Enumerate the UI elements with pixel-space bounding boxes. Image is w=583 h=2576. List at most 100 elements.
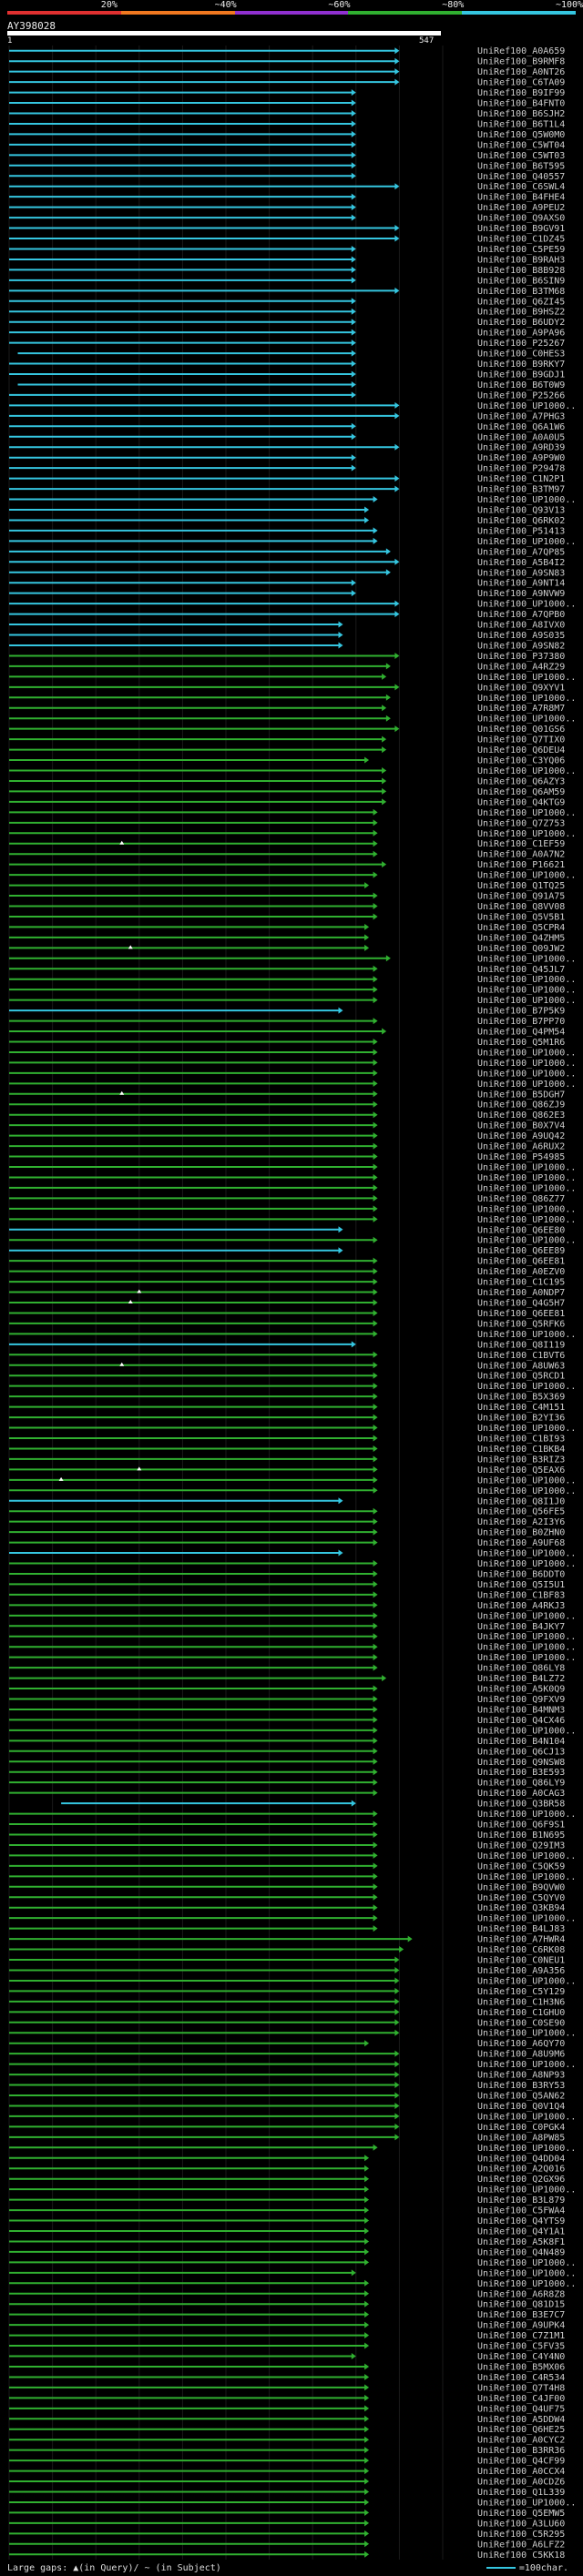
hit-label[interactable]: UniRef100_P51413 xyxy=(477,526,565,536)
hit-label[interactable]: UniRef100_UP1000.. xyxy=(477,1215,576,1225)
hit-label[interactable]: UniRef100_A9SN83 xyxy=(477,568,565,578)
hit-label[interactable]: UniRef100_A4RKJ3 xyxy=(477,1601,565,1611)
hit-label[interactable]: UniRef100_P25266 xyxy=(477,390,565,401)
hit-label[interactable]: UniRef100_A9P9W0 xyxy=(477,453,565,463)
hit-label[interactable]: UniRef100_A9PA96 xyxy=(477,329,565,339)
hit-label[interactable]: UniRef100_A9A356 xyxy=(477,1966,565,1976)
hit-label[interactable]: UniRef100_Q4UF75 xyxy=(477,2404,565,2414)
hit-label[interactable]: UniRef100_UP1000.. xyxy=(477,2279,576,2289)
hit-label[interactable]: UniRef100_Q93V13 xyxy=(477,505,565,515)
hit-label[interactable]: UniRef100_Q862E3 xyxy=(477,1111,565,1121)
hit-label[interactable]: UniRef100_B3E593 xyxy=(477,1768,565,1778)
hit-label[interactable]: UniRef100_C5Y129 xyxy=(477,1987,565,1997)
hit-label[interactable]: UniRef100_Q86LY9 xyxy=(477,1779,565,1789)
hit-label[interactable]: UniRef100_UP1000.. xyxy=(477,401,576,411)
hit-label[interactable]: UniRef100_Q4Y1A1 xyxy=(477,2226,565,2236)
hit-label[interactable]: UniRef100_Q8I119 xyxy=(477,1340,565,1350)
hit-label[interactable]: UniRef100_A5DDW4 xyxy=(477,2415,565,2425)
hit-label[interactable]: UniRef100_Q6A1W6 xyxy=(477,422,565,432)
hit-label[interactable]: UniRef100_UP1000.. xyxy=(477,1424,576,1434)
hit-label[interactable]: UniRef100_A5K8F1 xyxy=(477,2237,565,2247)
hit-label[interactable]: UniRef100_UP1000.. xyxy=(477,1382,576,1392)
hit-label[interactable]: UniRef100_P16621 xyxy=(477,860,565,870)
hit-label[interactable]: UniRef100_Q7TIX0 xyxy=(477,735,565,745)
hit-label[interactable]: UniRef100_Q4ZHM5 xyxy=(477,933,565,943)
hit-label[interactable]: UniRef100_UP1000.. xyxy=(477,1810,576,1820)
hit-label[interactable]: UniRef100_B5X369 xyxy=(477,1393,565,1403)
hit-label[interactable]: UniRef100_Q6F9S1 xyxy=(477,1820,565,1831)
hit-label[interactable]: UniRef100_A8U9M6 xyxy=(477,2050,565,2060)
hit-label[interactable]: UniRef100_B4LJ83 xyxy=(477,1924,565,1934)
hit-label[interactable]: UniRef100_C4JF00 xyxy=(477,2394,565,2404)
hit-label[interactable]: UniRef100_C1N2P1 xyxy=(477,474,565,484)
hit-label[interactable]: UniRef100_B5DGH7 xyxy=(477,1090,565,1100)
hit-label[interactable]: UniRef100_P54985 xyxy=(477,1152,565,1162)
hit-label[interactable]: UniRef100_UP1000.. xyxy=(477,1643,576,1653)
hit-label[interactable]: UniRef100_C6SWL4 xyxy=(477,182,565,192)
hit-label[interactable]: UniRef100_A7HWR4 xyxy=(477,1935,565,1945)
hit-label[interactable]: UniRef100_A9NT14 xyxy=(477,579,565,589)
hit-label[interactable]: UniRef100_Q09JW2 xyxy=(477,944,565,954)
hit-label[interactable]: UniRef100_B0X7V4 xyxy=(477,1121,565,1131)
hit-label[interactable]: UniRef100_B8B928 xyxy=(477,266,565,276)
hit-label[interactable]: UniRef100_B3E7C7 xyxy=(477,2310,565,2320)
hit-label[interactable]: UniRef100_C7Z1M1 xyxy=(477,2331,565,2341)
hit-label[interactable]: UniRef100_C5QK59 xyxy=(477,1861,565,1871)
hit-label[interactable]: UniRef100_B3TM68 xyxy=(477,287,565,297)
hit-label[interactable]: UniRef100_A0NDP7 xyxy=(477,1288,565,1298)
hit-label[interactable]: UniRef100_A0CAG3 xyxy=(477,1789,565,1799)
hit-label[interactable]: UniRef100_C1BVT6 xyxy=(477,1351,565,1361)
hit-label[interactable]: UniRef100_C0SE90 xyxy=(477,2018,565,2028)
hit-label[interactable]: UniRef100_A2Q016 xyxy=(477,2165,565,2175)
hit-label[interactable]: UniRef100_Q5I5U1 xyxy=(477,1580,565,1590)
hit-label[interactable]: UniRef100_A8IVX0 xyxy=(477,621,565,631)
hit-label[interactable]: UniRef100_B5MX06 xyxy=(477,2362,565,2372)
hit-label[interactable]: UniRef100_B9RKY7 xyxy=(477,360,565,370)
hit-label[interactable]: UniRef100_Q4G5H7 xyxy=(477,1299,565,1309)
hit-label[interactable]: UniRef100_Q7T4H8 xyxy=(477,2383,565,2393)
hit-label[interactable]: UniRef100_C1GHU0 xyxy=(477,2008,565,2018)
hit-label[interactable]: UniRef100_UP1000.. xyxy=(477,766,576,776)
hit-label[interactable]: UniRef100_A9UPK4 xyxy=(477,2321,565,2331)
hit-label[interactable]: UniRef100_UP1000.. xyxy=(477,2186,576,2196)
hit-label[interactable]: UniRef100_A0CYC2 xyxy=(477,2436,565,2446)
hit-label[interactable]: UniRef100_UP1000.. xyxy=(477,1653,576,1663)
hit-label[interactable]: UniRef100_C3YQ06 xyxy=(477,756,565,766)
hit-label[interactable]: UniRef100_Q5M1R6 xyxy=(477,1038,565,1048)
hit-label[interactable]: UniRef100_Q0V1Q4 xyxy=(477,2102,565,2112)
hit-label[interactable]: UniRef100_UP1000.. xyxy=(477,1080,576,1090)
hit-label[interactable]: UniRef100_Q4PM54 xyxy=(477,1028,565,1038)
hit-label[interactable]: UniRef100_C4Y4N0 xyxy=(477,2352,565,2362)
hit-label[interactable]: UniRef100_C1BI93 xyxy=(477,1434,565,1444)
hit-label[interactable]: UniRef100_A7QP85 xyxy=(477,547,565,557)
hit-label[interactable]: UniRef100_B3RR36 xyxy=(477,2446,565,2456)
hit-label[interactable]: UniRef100_UP1000.. xyxy=(477,871,576,881)
hit-label[interactable]: UniRef100_UP1000.. xyxy=(477,537,576,547)
hit-label[interactable]: UniRef100_Q6EE81 xyxy=(477,1257,565,1267)
hit-label[interactable]: UniRef100_UP1000.. xyxy=(477,808,576,818)
hit-label[interactable]: UniRef100_UP1000.. xyxy=(477,1632,576,1642)
hit-label[interactable]: UniRef100_UP1000.. xyxy=(477,2112,576,2122)
hit-label[interactable]: UniRef100_Q29IM3 xyxy=(477,1841,565,1851)
hit-label[interactable]: UniRef100_UP1000.. xyxy=(477,1059,576,1069)
hit-label[interactable]: UniRef100_Q91A75 xyxy=(477,892,565,902)
hit-label[interactable]: UniRef100_UP1000.. xyxy=(477,1976,576,1986)
hit-label[interactable]: UniRef100_Q4N489 xyxy=(477,2247,565,2257)
hit-label[interactable]: UniRef100_UP1000.. xyxy=(477,2144,576,2154)
hit-label[interactable]: UniRef100_Q4CX46 xyxy=(477,1716,565,1726)
hit-label[interactable]: UniRef100_A0A0U5 xyxy=(477,432,565,442)
hit-label[interactable]: UniRef100_A0CDZ6 xyxy=(477,2478,565,2488)
hit-label[interactable]: UniRef100_C6TA09 xyxy=(477,78,565,88)
hit-label[interactable]: UniRef100_B6SIN9 xyxy=(477,276,565,286)
hit-label[interactable]: UniRef100_B9QVW0 xyxy=(477,1882,565,1892)
hit-label[interactable]: UniRef100_UP1000.. xyxy=(477,600,576,610)
hit-label[interactable]: UniRef100_UP1000.. xyxy=(477,1048,576,1058)
hit-label[interactable]: UniRef100_UP1000.. xyxy=(477,694,576,704)
hit-label[interactable]: UniRef100_UP1000.. xyxy=(477,1851,576,1861)
hit-label[interactable]: UniRef100_UP1000.. xyxy=(477,1559,576,1569)
hit-label[interactable]: UniRef100_UP1000.. xyxy=(477,2268,576,2278)
hit-label[interactable]: UniRef100_B4LZ72 xyxy=(477,1674,565,1684)
hit-label[interactable]: UniRef100_B3RIZ3 xyxy=(477,1455,565,1465)
hit-label[interactable]: UniRef100_Q9NSW8 xyxy=(477,1758,565,1768)
hit-label[interactable]: UniRef100_Q4YTS9 xyxy=(477,2216,565,2226)
